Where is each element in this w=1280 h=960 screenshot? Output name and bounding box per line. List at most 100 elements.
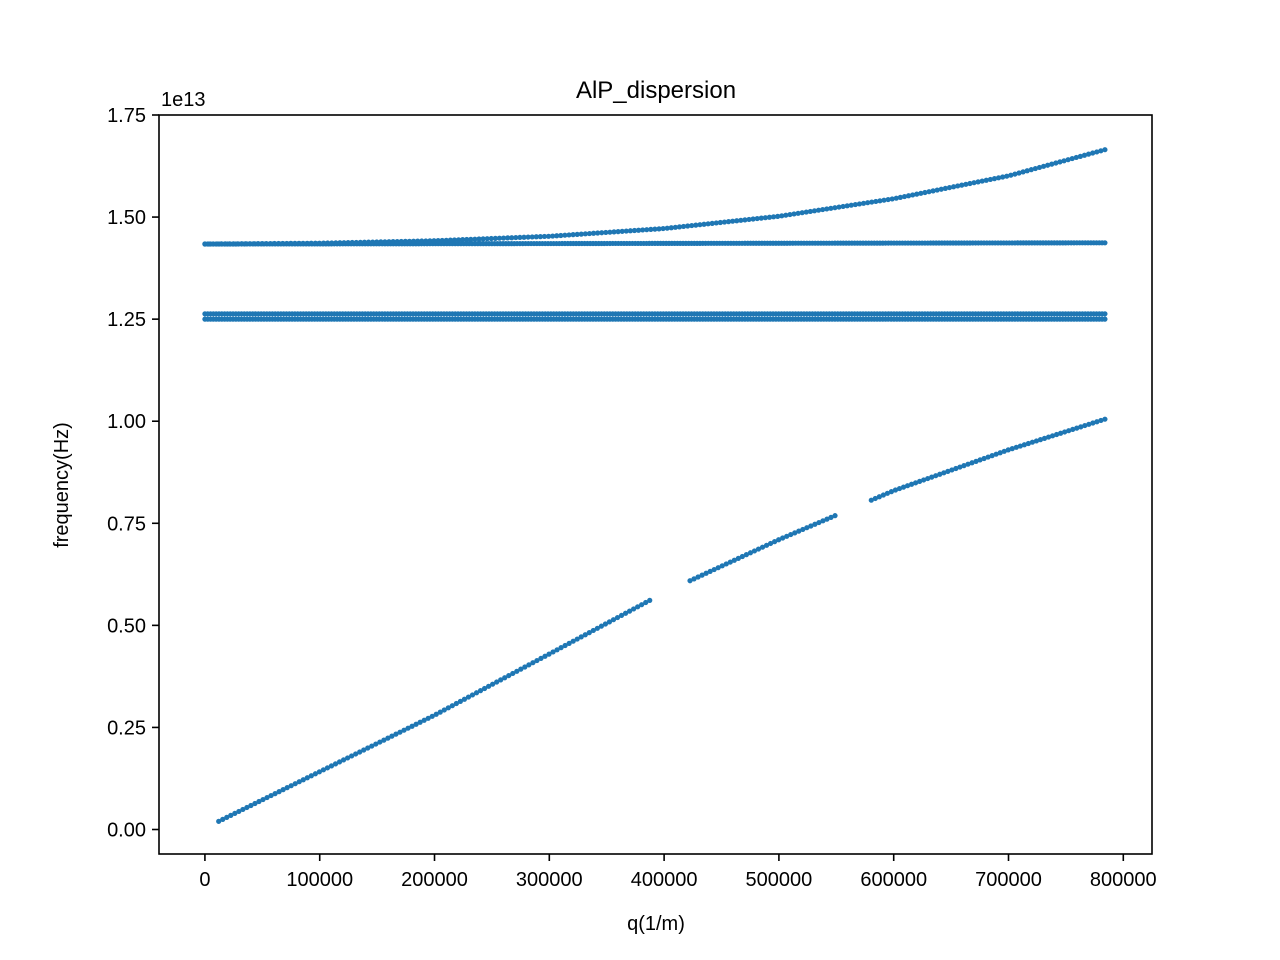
- y-tick-label: 1.25: [107, 309, 146, 331]
- optical-rising-point: [938, 186, 944, 192]
- optical-rising-point: [554, 233, 560, 239]
- acoustic-point: [586, 630, 592, 636]
- acoustic-point: [220, 816, 226, 822]
- optical-rising-point: [889, 196, 895, 202]
- optical-rising-point: [1020, 169, 1026, 175]
- optical-rising-point: [570, 232, 576, 238]
- acoustic-point: [687, 578, 693, 584]
- acoustic-point: [324, 765, 331, 771]
- optical-rising-point: [230, 241, 237, 247]
- optical-lower-upper-point: [1102, 311, 1108, 317]
- optical-rising-point: [905, 193, 912, 199]
- acoustic-point: [1005, 447, 1011, 453]
- optical-rising-point: [435, 238, 441, 244]
- optical-rising-point: [218, 241, 224, 247]
- optical-rising-point: [860, 200, 867, 206]
- acoustic-point: [1013, 444, 1019, 450]
- acoustic-point: [876, 494, 882, 500]
- optical-rising-point: [922, 189, 928, 196]
- acoustic-point: [244, 804, 250, 811]
- optical-rising-point: [345, 240, 351, 246]
- acoustic-point: [606, 619, 613, 625]
- acoustic-point: [510, 670, 516, 677]
- optical-rising-point: [713, 220, 719, 226]
- acoustic-point: [256, 798, 262, 805]
- acoustic-point: [1001, 448, 1007, 454]
- acoustic-point: [582, 632, 588, 638]
- acoustic-point: [308, 773, 314, 779]
- acoustic-point: [224, 814, 230, 820]
- acoustic-point: [558, 645, 564, 651]
- optical-rising-point: [779, 213, 785, 219]
- y-tick-label: 0.75: [107, 513, 146, 535]
- x-axis-ticks: 0 100000 200000 300000 400000 500000 600000 700…: [199, 854, 1157, 891]
- acoustic-point: [554, 647, 560, 653]
- y-tick-label: 0.50: [107, 615, 146, 637]
- acoustic-point: [804, 525, 810, 531]
- optical-rising-point: [1069, 155, 1075, 162]
- acoustic-point: [461, 696, 468, 702]
- acoustic-point: [1094, 419, 1100, 425]
- acoustic-point: [1098, 417, 1104, 424]
- x-tick-label: 0: [199, 869, 210, 891]
- optical-rising-point: [406, 238, 413, 244]
- optical-rising-point: [537, 234, 543, 240]
- optical-rising-point: [701, 221, 707, 227]
- y-tick-label: 0.25: [107, 717, 146, 739]
- optical-rising-point: [1040, 163, 1047, 169]
- acoustic-point: [413, 721, 419, 727]
- optical-rising-point: [660, 225, 666, 232]
- optical-rising-point: [1012, 171, 1018, 177]
- acoustic-point: [820, 518, 826, 524]
- optical-rising-point: [672, 224, 678, 230]
- acoustic-point: [272, 791, 278, 797]
- acoustic-point: [602, 621, 609, 627]
- optical-rising-point: [349, 239, 355, 246]
- x-tick-label: 500000: [746, 869, 813, 891]
- optical-rising-point: [566, 232, 572, 238]
- acoustic-point: [1033, 438, 1040, 444]
- acoustic-point: [788, 531, 794, 538]
- optical-rising-point: [873, 198, 879, 205]
- optical-rising-point: [897, 194, 903, 200]
- optical-lower-lower-point: [1102, 316, 1108, 322]
- acoustic-point: [703, 570, 709, 576]
- acoustic-point: [353, 751, 359, 757]
- y-tick-label: 0.00: [107, 820, 146, 842]
- optical-rising-point: [394, 238, 400, 245]
- optical-rising-point: [1028, 167, 1034, 173]
- optical-rising-point: [447, 237, 453, 243]
- optical-rising-point: [1073, 154, 1079, 161]
- acoustic-point: [1066, 428, 1072, 434]
- optical-rising-point: [210, 241, 216, 247]
- acoustic-point: [735, 555, 741, 561]
- optical-rising-point: [963, 181, 969, 187]
- acoustic-point: [784, 533, 790, 539]
- acoustic-point: [453, 700, 459, 707]
- acoustic-point: [417, 719, 423, 725]
- optical-rising-point: [505, 235, 511, 241]
- chart-title: AlP_dispersion: [576, 77, 736, 104]
- acoustic-point: [896, 485, 903, 492]
- optical-rising-point: [513, 234, 519, 241]
- optical-rising-point: [758, 215, 764, 221]
- acoustic-point: [868, 497, 874, 503]
- optical-rising-point: [705, 221, 711, 227]
- acoustic-point: [526, 662, 532, 668]
- optical-rising-point: [615, 229, 621, 235]
- optical-rising-point: [255, 241, 261, 247]
- optical-rising-point: [599, 230, 605, 236]
- acoustic-point: [300, 777, 306, 783]
- acoustic-point: [594, 625, 600, 631]
- optical-rising-point: [1065, 157, 1071, 163]
- acoustic-point: [618, 612, 625, 619]
- optical-rising-point: [476, 236, 482, 242]
- acoustic-point: [228, 812, 234, 818]
- axes-frame: [158, 114, 1153, 855]
- optical-rising-point: [455, 237, 462, 243]
- acoustic-point: [518, 666, 524, 672]
- data-points: [202, 147, 1108, 824]
